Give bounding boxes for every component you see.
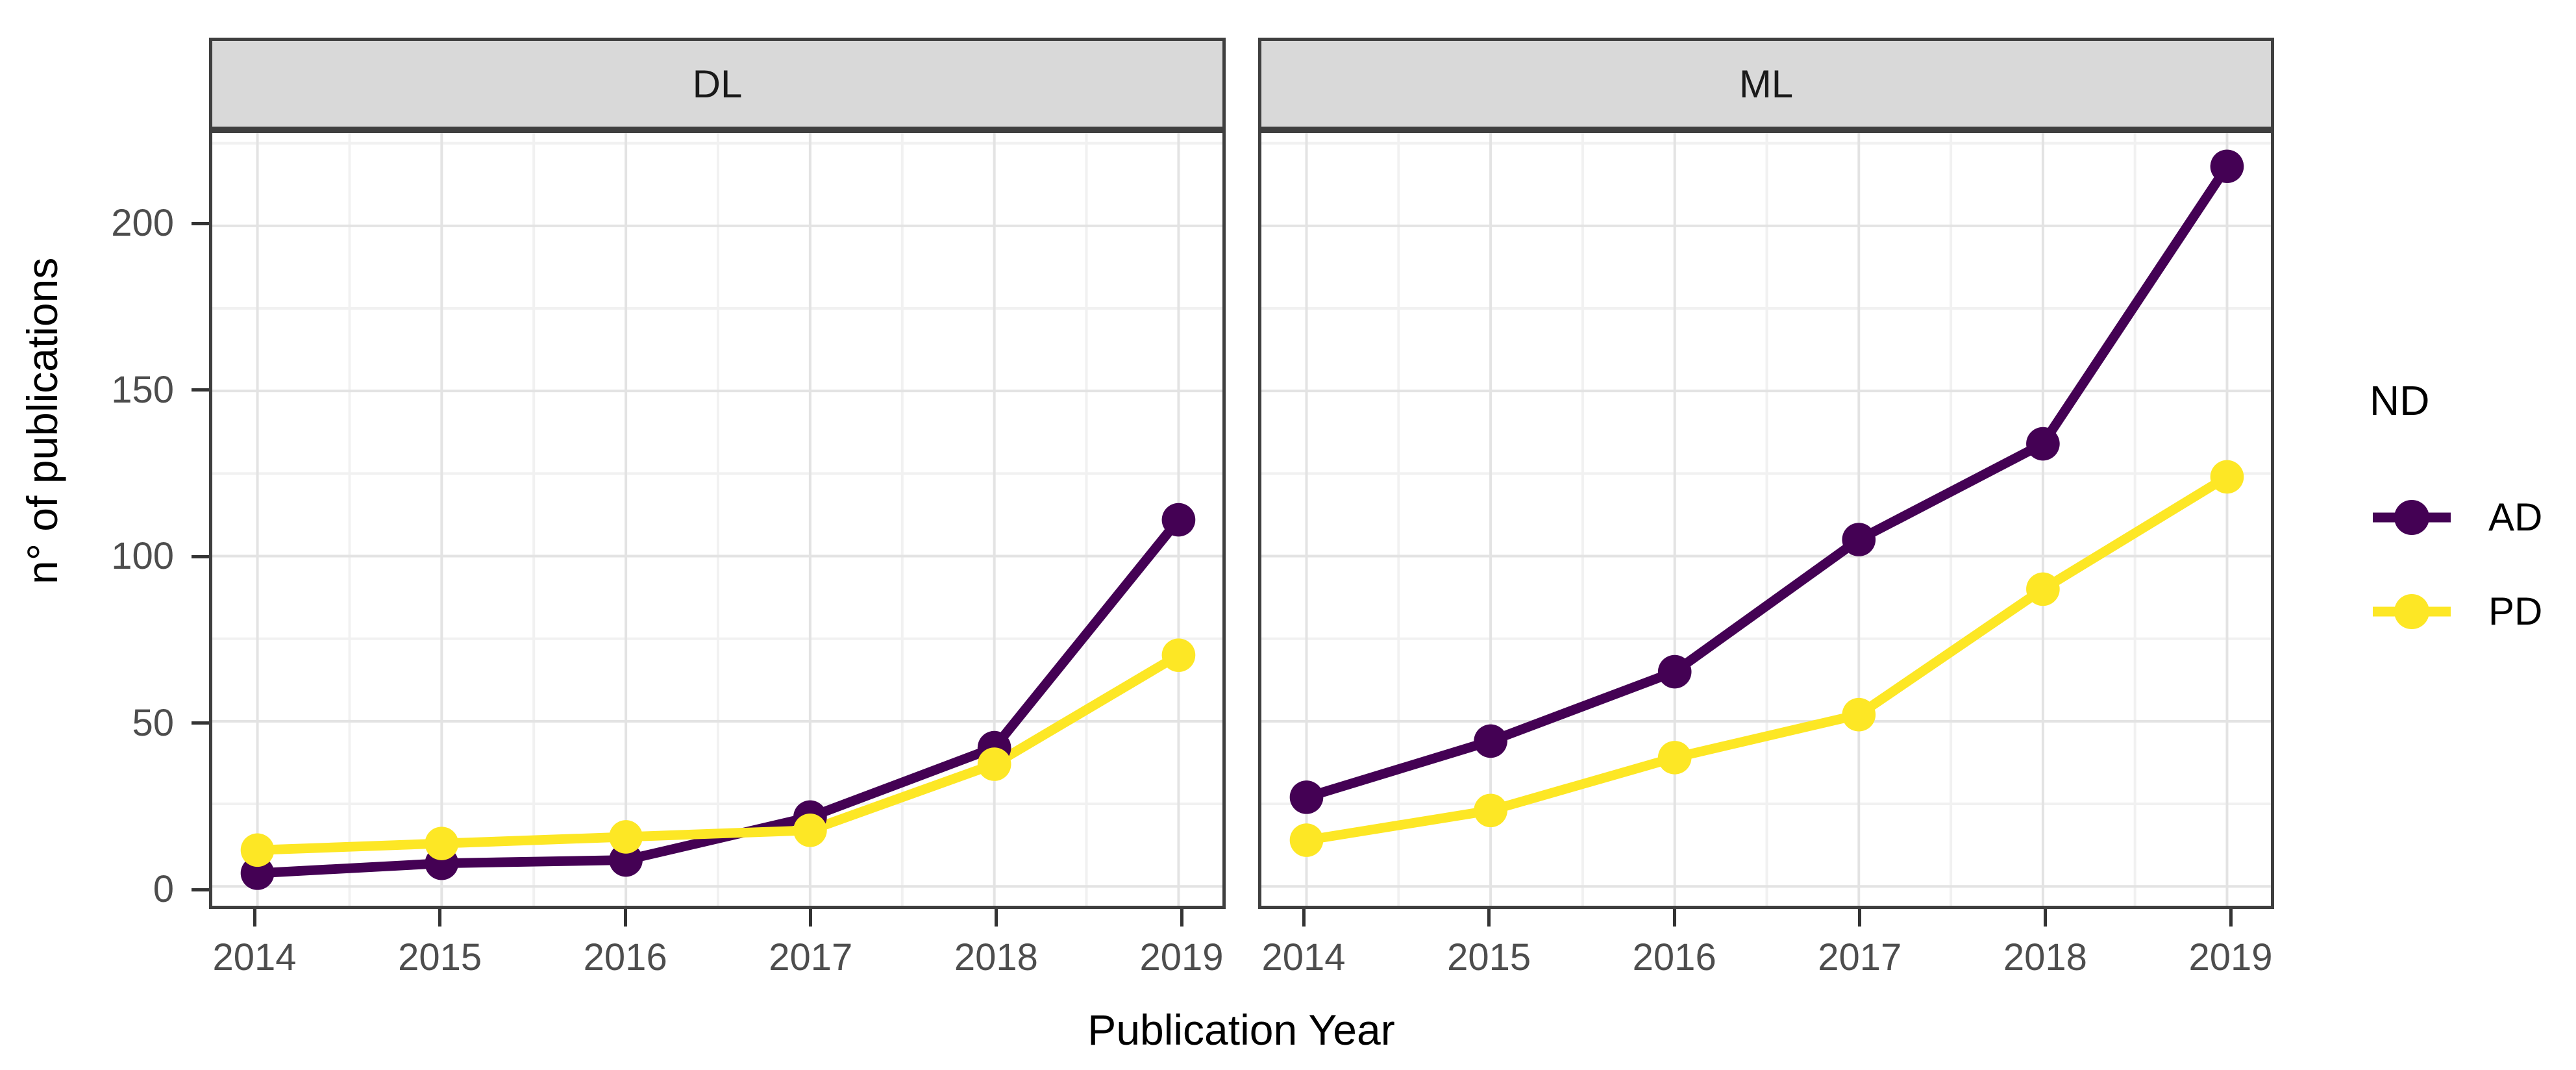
- x-tick-label: 2016: [1632, 936, 1716, 978]
- y-tick-mark: [192, 721, 209, 725]
- y-tick-mark: [192, 554, 209, 558]
- facet-strip-ml: ML: [1258, 38, 2274, 130]
- plot-area-ml: [1261, 133, 2271, 906]
- x-tick-label: 2014: [212, 936, 297, 978]
- x-tick-mark: [1302, 909, 1306, 927]
- x-tick-label: 2017: [769, 936, 853, 978]
- x-tick-label: 2019: [2188, 936, 2273, 978]
- x-tick-mark: [1487, 909, 1491, 927]
- x-tick-label: 2016: [583, 936, 667, 978]
- y-tick-label: 0: [153, 868, 174, 910]
- facet-strip-dl: DL: [209, 38, 1226, 130]
- legend-key-pd: [2373, 592, 2451, 631]
- x-tick-mark: [253, 909, 256, 927]
- legend-title: ND: [2370, 377, 2430, 424]
- x-tick-label: 2017: [1818, 936, 1902, 978]
- y-tick-label: 100: [111, 535, 174, 577]
- legend: ND AD PD: [2363, 377, 2576, 658]
- x-tick-label: 2015: [398, 936, 482, 978]
- facet-strip-ml-label: ML: [1739, 62, 1794, 106]
- pd-dot-icon: [2394, 593, 2429, 629]
- x-tick-mark: [1858, 909, 1862, 927]
- x-tick-label: 2018: [954, 936, 1038, 978]
- plot-panel-dl: [209, 130, 1226, 909]
- x-tick-mark: [2043, 909, 2047, 927]
- x-tick-mark: [438, 909, 442, 927]
- x-tick-mark: [994, 909, 998, 927]
- legend-entry-pd: PD: [2363, 564, 2576, 658]
- legend-label-ad: AD: [2488, 495, 2543, 539]
- x-tick-mark: [809, 909, 813, 927]
- legend-key-ad: [2373, 498, 2451, 537]
- y-tick-mark: [192, 888, 209, 891]
- x-tick-label: 2015: [1447, 936, 1531, 978]
- ad-dot-icon: [2394, 499, 2429, 535]
- x-tick-label: 2019: [1139, 936, 1224, 978]
- y-tick-label: 200: [111, 202, 174, 244]
- x-tick-mark: [1672, 909, 1676, 927]
- legend-label-pd: PD: [2488, 590, 2543, 633]
- plot-area-dl: [212, 133, 1222, 906]
- y-tick-label: 150: [111, 368, 174, 411]
- x-tick-label: 2014: [1261, 936, 1346, 978]
- y-tick-mark: [192, 388, 209, 392]
- x-tick-mark: [623, 909, 627, 927]
- y-tick-mark: [192, 221, 209, 225]
- plot-panel-ml: [1258, 130, 2274, 909]
- x-tick-mark: [1180, 909, 1183, 927]
- x-axis-title: Publication Year: [1087, 1006, 1395, 1054]
- facet-strip-dl-label: DL: [692, 62, 743, 106]
- x-tick-label: 2018: [2003, 936, 2087, 978]
- legend-entry-ad: AD: [2363, 470, 2576, 564]
- y-tick-label: 50: [132, 701, 174, 744]
- x-tick-mark: [2229, 909, 2233, 927]
